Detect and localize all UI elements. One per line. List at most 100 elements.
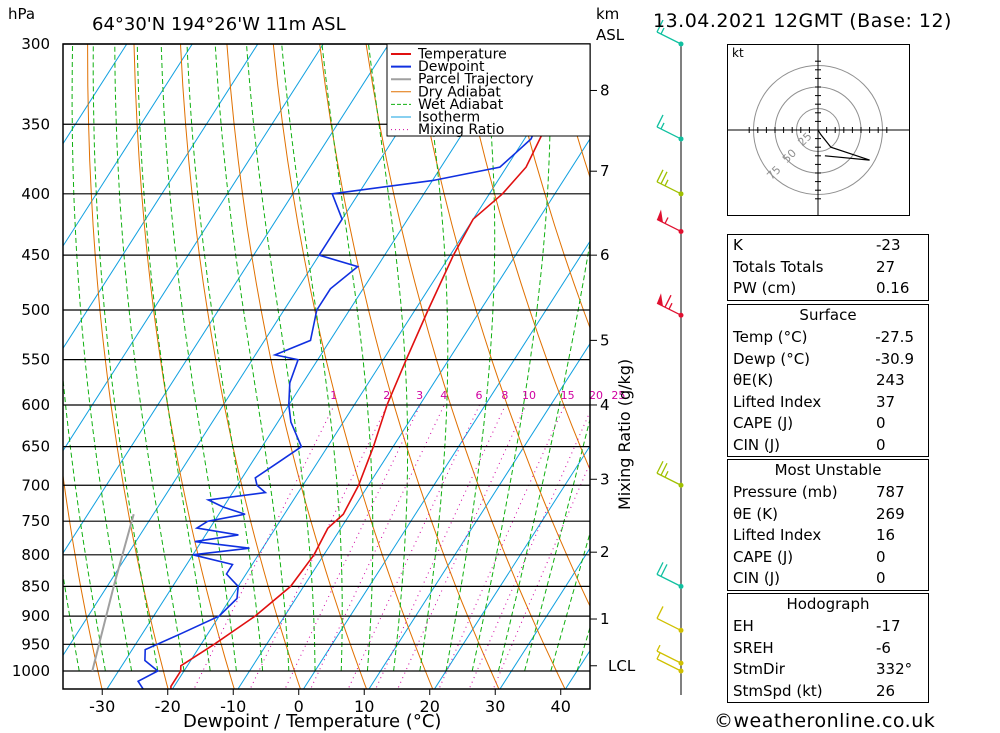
mixing-ratio-line	[438, 404, 566, 689]
hodograph-stat-value: -6	[876, 638, 891, 657]
dry-adiabat-line	[272, 44, 434, 689]
mixing-ratio-value-label: 15	[561, 389, 575, 402]
wet-adiabat-line	[186, 44, 264, 672]
most-unstable-value: 269	[876, 504, 905, 523]
plot-frame	[62, 43, 591, 690]
pressure-unit: hPa	[8, 5, 35, 23]
mixing-ratio-value-label: 6	[475, 389, 482, 402]
wind-barb	[656, 114, 682, 140]
height-tick-label: 2	[600, 543, 610, 561]
wind-barb-half-flag	[664, 179, 669, 187]
most-unstable-row: Lifted Index 16	[728, 525, 928, 547]
pressure-tick-label: 500	[21, 301, 50, 319]
dry-adiabat-line	[319, 44, 500, 689]
index-pw-label: PW (cm)	[733, 279, 797, 297]
legend-label: Dewpoint	[418, 59, 485, 75]
x-tick-label: -10	[220, 697, 246, 716]
wet-adiabat-line	[550, 531, 590, 672]
most-unstable-title: Most Unstable	[774, 461, 882, 479]
wind-barb-half-flag	[664, 217, 669, 224]
pressure-tick-label: 650	[21, 438, 50, 456]
isotherm-line	[63, 44, 324, 452]
most-unstable-value: 0	[876, 569, 886, 587]
pressure-tick-label: 700	[21, 476, 50, 494]
isotherm-line	[63, 44, 193, 247]
hodograph-stat-label: StmDir	[733, 660, 785, 678]
isotherm-line	[171, 44, 586, 689]
mixing-ratio-line	[249, 404, 388, 689]
surface-label: Dewp (°C)	[733, 349, 811, 368]
wind-barb	[656, 460, 682, 486]
wind-barb-staff	[656, 218, 682, 233]
dry-adiabat-line	[87, 44, 169, 689]
most-unstable-value: 787	[876, 483, 905, 501]
mixing-ratio-value-label: 2	[383, 389, 390, 402]
pressure-tick-label: 1000	[12, 662, 50, 680]
isotherm-line	[368, 342, 590, 689]
x-tick-label: 30	[485, 697, 505, 716]
surface-row: CAPE (J) 0	[728, 413, 928, 435]
isotherm-line	[433, 445, 590, 689]
most-unstable-label: CIN (J)	[733, 569, 781, 587]
x-tick-label: -30	[89, 697, 115, 716]
wet-adiabat-line	[524, 417, 590, 672]
hodograph-stat-label: EH	[733, 617, 754, 635]
wind-barb	[656, 209, 682, 233]
surface-value: 243	[876, 371, 905, 389]
wind-barb-half-flag	[656, 644, 661, 652]
wind-barb	[656, 293, 682, 316]
legend-label: Temperature	[417, 47, 507, 63]
surface-value: 37	[876, 392, 896, 411]
height-tick-label: 6	[600, 246, 610, 264]
surface-value: 0	[876, 414, 886, 432]
hodograph-table: Hodograph EH -17 SREH -6 StmDir 332° StmSpd (k…	[727, 593, 929, 703]
index-k-row: K -23	[728, 235, 928, 257]
wind-barb-half-flag	[668, 302, 673, 310]
hodograph-stat-row: StmSpd (kt) 26	[728, 681, 928, 703]
wind-barb	[656, 562, 682, 587]
dry-adiabat-line	[645, 44, 720, 696]
height-tick-label: 3	[600, 470, 610, 488]
mixing-ratio-axis-label: Mixing Ratio (g/kg)	[615, 359, 634, 510]
most-unstable-row: CIN (J) 0	[728, 568, 928, 590]
height-tick-label: 1	[600, 610, 610, 628]
wind-barb-flag	[656, 169, 664, 183]
hodograph-table-title: Hodograph	[786, 595, 870, 613]
isotherm-line	[63, 44, 259, 350]
dry-adiabat-line	[63, 472, 103, 689]
isotherm-line	[302, 240, 590, 689]
x-axis-label: Dewpoint / Temperature (°C)	[183, 711, 441, 732]
wet-adiabat-line	[63, 571, 80, 672]
hodograph-stat-value: -17	[876, 617, 901, 635]
hodograph-stat-value: 332°	[876, 660, 913, 678]
dry-adiabat-line	[504, 44, 590, 330]
mixing-ratio-value-label: 20	[589, 389, 603, 402]
wet-adiabat-line	[63, 373, 106, 672]
most-unstable-row: CAPE (J) 0	[728, 547, 928, 569]
mixing-ratio-value-label: 8	[501, 389, 508, 402]
surface-value: -27.5	[875, 328, 914, 346]
hodograph-trace	[817, 129, 870, 161]
surface-title: Surface	[799, 306, 857, 324]
dry-adiabat-line	[365, 44, 566, 689]
pressure-tick-label: 900	[21, 607, 50, 625]
wind-barb	[656, 169, 682, 195]
height-unit: km	[596, 5, 619, 23]
pressure-tick-label: 750	[21, 512, 50, 530]
dry-adiabat-line	[0, 44, 37, 696]
isotherm-line	[564, 649, 590, 689]
height-tick-label: 4	[600, 396, 610, 414]
index-k-value: -23	[876, 236, 901, 254]
most-unstable-table: Most Unstable Pressure (mb) 787 θE (K) 269 L…	[727, 459, 929, 591]
mixing-ratio-line	[310, 404, 445, 689]
wet-adiabat-line	[576, 625, 590, 672]
skewt-chart: 1 2 3 4 6 8 10 15 20 25 3003504004505005506006507…	[0, 5, 720, 732]
legend-label: Dry Adiabat	[418, 84, 501, 100]
wind-barb-flag	[660, 171, 668, 185]
wind-barb-flag	[656, 19, 664, 33]
wind-barb-flag	[660, 564, 668, 577]
legend-label: Isotherm	[418, 110, 480, 126]
isotherm-line	[0, 44, 61, 696]
